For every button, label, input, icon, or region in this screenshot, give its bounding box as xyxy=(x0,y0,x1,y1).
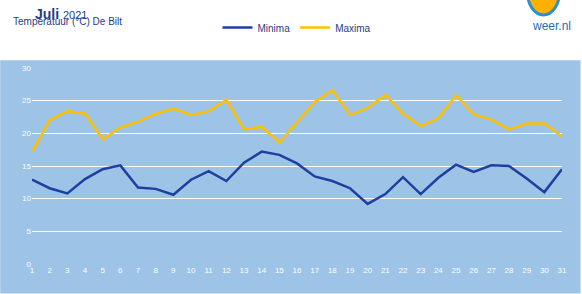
svg-text:11: 11 xyxy=(205,266,214,275)
svg-text:22: 22 xyxy=(399,266,408,275)
svg-text:30: 30 xyxy=(540,266,549,275)
svg-text:7: 7 xyxy=(136,266,141,275)
svg-text:12: 12 xyxy=(222,266,231,275)
svg-text:weer.nl: weer.nl xyxy=(532,19,571,33)
svg-text:5: 5 xyxy=(27,227,32,236)
svg-text:25: 25 xyxy=(452,266,461,275)
svg-text:20: 20 xyxy=(363,266,372,275)
svg-text:15: 15 xyxy=(22,162,31,171)
svg-text:8: 8 xyxy=(153,266,158,275)
svg-text:19: 19 xyxy=(346,266,355,275)
svg-text:30: 30 xyxy=(22,64,31,73)
svg-text:15: 15 xyxy=(275,266,284,275)
svg-text:24: 24 xyxy=(434,266,443,275)
svg-text:0: 0 xyxy=(27,260,32,269)
svg-text:21: 21 xyxy=(381,266,390,275)
svg-text:31: 31 xyxy=(558,266,567,275)
svg-text:10: 10 xyxy=(187,266,196,275)
svg-text:2: 2 xyxy=(47,266,52,275)
svg-text:10: 10 xyxy=(22,194,31,203)
svg-text:Juli 2021: Juli 2021 xyxy=(35,6,88,22)
svg-text:Minima: Minima xyxy=(258,23,291,34)
svg-text:Maxima: Maxima xyxy=(335,23,370,34)
svg-text:6: 6 xyxy=(118,266,123,275)
svg-text:Temperatuur (°C) De Bilt: Temperatuur (°C) De Bilt xyxy=(13,16,122,27)
svg-text:1: 1 xyxy=(30,266,35,275)
svg-text:25: 25 xyxy=(22,96,31,105)
svg-text:4: 4 xyxy=(83,266,88,275)
svg-text:16: 16 xyxy=(293,266,302,275)
svg-text:5: 5 xyxy=(100,266,105,275)
svg-text:29: 29 xyxy=(522,266,531,275)
svg-text:3: 3 xyxy=(65,266,70,275)
svg-text:26: 26 xyxy=(469,266,478,275)
svg-text:17: 17 xyxy=(310,266,319,275)
svg-text:9: 9 xyxy=(171,266,176,275)
svg-text:20: 20 xyxy=(22,129,31,138)
svg-text:27: 27 xyxy=(487,266,496,275)
svg-text:13: 13 xyxy=(240,266,249,275)
svg-text:28: 28 xyxy=(505,266,514,275)
svg-text:18: 18 xyxy=(328,266,337,275)
svg-text:23: 23 xyxy=(416,266,425,275)
svg-text:14: 14 xyxy=(257,266,266,275)
